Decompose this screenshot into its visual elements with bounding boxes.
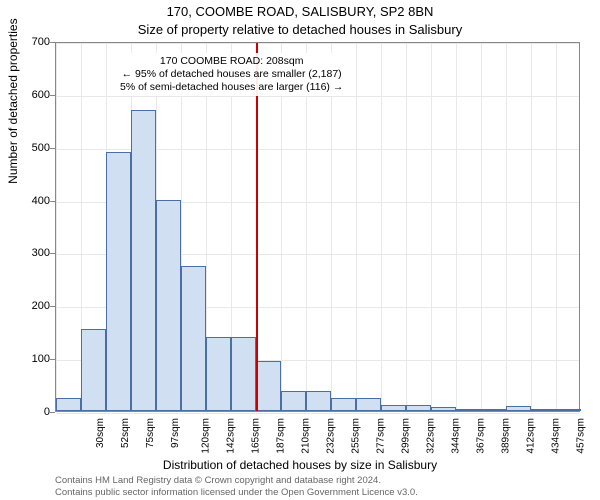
histogram-bar	[181, 266, 206, 411]
reference-line	[256, 43, 258, 411]
histogram-bar	[206, 337, 231, 411]
x-tick-label: 299sqm	[400, 418, 411, 454]
gridline-v	[531, 43, 532, 411]
histogram-bar	[81, 329, 106, 411]
x-tick-label: 255sqm	[350, 418, 361, 454]
y-tick-label: 500	[20, 142, 50, 154]
y-tick-mark	[50, 253, 55, 254]
gridline-v	[556, 43, 557, 411]
histogram-bar	[281, 391, 306, 411]
gridline-v	[331, 43, 332, 411]
histogram-bar	[531, 409, 556, 411]
histogram-bar	[456, 409, 481, 411]
gridline-v	[456, 43, 457, 411]
y-tick-label: 400	[20, 195, 50, 207]
histogram-bar	[306, 391, 331, 411]
gridline-v	[481, 43, 482, 411]
chart-container: 170, COOMBE ROAD, SALISBURY, SP2 8BN Siz…	[0, 0, 600, 500]
y-tick-label: 300	[20, 247, 50, 259]
histogram-bar	[556, 409, 581, 411]
histogram-bar	[406, 405, 431, 411]
histogram-bar	[131, 110, 156, 411]
x-tick-label: 322sqm	[425, 418, 436, 454]
y-tick-label: 600	[20, 89, 50, 101]
gridline-v	[356, 43, 357, 411]
footer-line-2: Contains public sector information licen…	[55, 487, 418, 498]
gridline-v	[506, 43, 507, 411]
chart-title-sub: Size of property relative to detached ho…	[0, 22, 600, 37]
y-tick-mark	[50, 306, 55, 307]
y-tick-mark	[50, 42, 55, 43]
footer-attribution: Contains HM Land Registry data © Crown c…	[55, 475, 418, 498]
x-tick-label: 210sqm	[300, 418, 311, 454]
y-tick-mark	[50, 412, 55, 413]
x-tick-label: 75sqm	[145, 418, 156, 448]
x-tick-label: 30sqm	[95, 418, 106, 448]
x-tick-label: 232sqm	[325, 418, 336, 454]
gridline-v	[431, 43, 432, 411]
y-axis-label: Number of detached properties	[6, 18, 20, 183]
histogram-bar	[381, 405, 406, 411]
y-tick-label: 200	[20, 300, 50, 312]
gridline-v	[56, 43, 57, 411]
annotation-line: ← 95% of detached houses are smaller (2,…	[120, 68, 343, 81]
annotation-line: 5% of semi-detached houses are larger (1…	[120, 81, 343, 94]
gridline-h	[56, 43, 579, 44]
y-tick-mark	[50, 201, 55, 202]
y-tick-label: 100	[20, 353, 50, 365]
histogram-bar	[431, 407, 456, 411]
histogram-bar	[356, 398, 381, 411]
histogram-bar	[506, 406, 531, 411]
histogram-bar	[481, 409, 506, 411]
annotation-box: 170 COOMBE ROAD: 208sqm← 95% of detached…	[116, 53, 347, 96]
y-tick-mark	[50, 95, 55, 96]
footer-line-1: Contains HM Land Registry data © Crown c…	[55, 475, 418, 486]
x-tick-label: 277sqm	[375, 418, 386, 454]
y-tick-mark	[50, 148, 55, 149]
x-tick-label: 367sqm	[475, 418, 486, 454]
x-tick-label: 142sqm	[225, 418, 236, 454]
x-tick-label: 52sqm	[120, 418, 131, 448]
histogram-bar	[256, 361, 281, 411]
x-axis-label: Distribution of detached houses by size …	[0, 458, 600, 472]
annotation-line: 170 COOMBE ROAD: 208sqm	[120, 55, 343, 68]
gridline-v	[406, 43, 407, 411]
y-tick-mark	[50, 359, 55, 360]
x-tick-label: 412sqm	[525, 418, 536, 454]
x-tick-label: 120sqm	[200, 418, 211, 454]
histogram-bar	[156, 200, 181, 411]
x-tick-label: 344sqm	[450, 418, 461, 454]
histogram-bar	[106, 152, 131, 411]
gridline-v	[381, 43, 382, 411]
x-tick-label: 389sqm	[500, 418, 511, 454]
x-tick-label: 165sqm	[250, 418, 261, 454]
gridline-v	[306, 43, 307, 411]
x-tick-label: 97sqm	[170, 418, 181, 448]
histogram-bar	[56, 398, 81, 411]
histogram-bar	[331, 398, 356, 411]
x-tick-label: 434sqm	[550, 418, 561, 454]
y-tick-label: 0	[20, 406, 50, 418]
plot-area: 170 COOMBE ROAD: 208sqm← 95% of detached…	[55, 42, 580, 412]
chart-title-main: 170, COOMBE ROAD, SALISBURY, SP2 8BN	[0, 4, 600, 19]
x-tick-label: 187sqm	[275, 418, 286, 454]
x-tick-label: 457sqm	[575, 418, 586, 454]
histogram-bar	[231, 337, 256, 411]
gridline-h	[56, 413, 579, 414]
y-tick-label: 700	[20, 36, 50, 48]
gridline-v	[281, 43, 282, 411]
